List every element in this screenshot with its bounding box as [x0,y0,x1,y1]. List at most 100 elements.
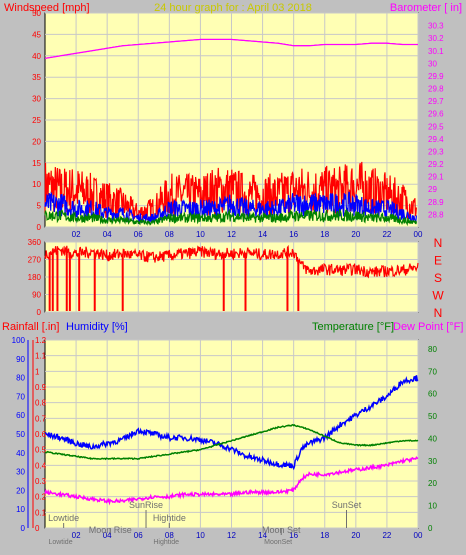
direction-line [44,244,419,279]
temperature-axis-title: Temperature [°F] [312,321,394,333]
rainfall-tick: 0.3 [35,477,47,486]
climate-x-tick: 22 [382,531,391,540]
dewpoint-line [44,456,419,506]
wind-x-tick: 12 [227,230,236,239]
humidity-axis-title: Humidity [%] [66,321,128,333]
barometer-tick: 30.2 [428,34,444,43]
humidity-tick: 80 [16,374,25,383]
temperature-tick: 70 [428,367,437,376]
climate-x-tick: 12 [227,531,236,540]
wind-x-tick: 08 [165,230,174,239]
humidity-tick: 40 [16,449,25,458]
climate-x-tick: 08 [165,531,174,540]
rainfall-tick: 0.4 [35,461,47,470]
barometer-tick: 30.3 [428,22,444,31]
rainfall-axis-title: Rainfall [.in] [2,321,59,333]
wind-series [44,38,418,227]
barometer-tick: 29.4 [428,135,444,144]
compass-label: W [432,289,444,303]
climate-x-tick: 16 [289,531,298,540]
barometer-tick: 29 [428,185,437,194]
windspeed-tick: 20 [32,137,41,146]
chart-title: 24 hour graph for : April 03 2018 [154,2,312,14]
wind-x-tick: 20 [351,230,360,239]
dewpoint-axis-title: Dew Point [°F] [393,321,463,333]
rainfall-tick: 0.2 [35,493,47,502]
wind-x-tick: 22 [382,230,391,239]
rainfall-tick: 0.7 [35,414,47,423]
climate-x-tick: 18 [320,531,329,540]
wind-x-tick: 06 [134,230,143,239]
rainfall-tick: 0.6 [35,430,47,439]
astro-bottom-label: Lowtide [48,539,72,546]
astro-label: Moon Set [262,525,301,535]
rainfall-tick: 0.1 [35,508,47,517]
barometer-tick: 29.1 [428,173,444,182]
climate-x-tick: 14 [258,531,267,540]
humidity-tick: 30 [16,468,25,477]
direction-tick: 90 [32,291,41,300]
wind-x-tick: 18 [320,230,329,239]
climate-series [44,375,419,535]
climate-x-tick: 02 [72,531,81,540]
temperature-tick: 10 [428,502,437,511]
gust-line [44,161,417,222]
windspeed-tick: 25 [32,116,41,125]
temperature-tick: 50 [428,412,437,421]
humidity-tick: 20 [16,486,25,495]
barometer-tick: 28.9 [428,198,444,207]
humidity-line [44,375,419,471]
climate-grid [27,339,419,529]
windspeed-tick: 40 [32,52,41,61]
windspeed-tick: 5 [37,202,42,211]
direction-tick: 360 [28,238,42,247]
direction-tick: 270 [28,256,42,265]
wind-axis-labels: 0 5 10 15 20 25 30 35 40 45 50 28.8 28.9 29 29.1 29.2 29… [32,9,444,239]
wind-x-tick: 14 [258,230,267,239]
barometer-tick: 28.8 [428,210,444,219]
rainfall-tick: 1.2 [35,336,47,345]
rainfall-tick: 1.1 [35,352,47,361]
humidity-tick: 0 [21,524,26,533]
humidity-tick: 10 [16,505,25,514]
climate-x-tick: 06 [134,531,143,540]
temperature-tick: 20 [428,479,437,488]
humidity-tick: 50 [16,430,25,439]
astro-label: SunRise [129,500,163,510]
climate-x-tick: 20 [351,531,360,540]
avg-line [44,191,417,224]
direction-tick: 0 [37,308,42,317]
windspeed-tick: 50 [32,9,41,18]
barometer-tick: 29.5 [428,122,444,131]
astro-bottom-label: Hightide [153,539,179,546]
barometer-tick: 29.7 [428,97,444,106]
windspeed-tick: 0 [37,223,42,232]
wind-x-tick: 02 [72,230,81,239]
min-line [44,208,417,227]
temperature-tick: 0 [428,524,433,533]
direction-axis-labels: 0 N 90 W 180 S 270 E 360 N [28,236,445,320]
wind-grid [45,12,419,228]
windspeed-axis-title: Windspeed [mph] [4,2,90,14]
astro-label: Moon Rise [89,525,132,535]
astro-label: SunSet [332,500,362,510]
barometer-tick: 29.8 [428,85,444,94]
rainfall-tick: 0 [35,524,40,533]
rainfall-tick: 0.9 [35,383,47,392]
climate-axis-labels: 0 0.1 0.2 0.3 0.4 0.5 0.6 0.7 0.8 0.9 1 1.1 1.2 0 10 20… [12,336,438,546]
direction-series [44,244,419,311]
barometer-tick: 29.3 [428,147,444,156]
windspeed-tick: 45 [32,30,41,39]
direction-tick: 180 [28,273,42,282]
temperature-tick: 40 [428,434,437,443]
compass-label: S [434,271,442,285]
compass-label: N [434,306,443,320]
rainfall-tick: 0.5 [35,446,47,455]
windspeed-tick: 10 [32,180,41,189]
compass-label: E [434,254,442,268]
climate-x-tick: 04 [103,531,112,540]
windspeed-tick: 15 [32,159,41,168]
barometer-tick: 29.2 [428,160,444,169]
windspeed-tick: 35 [32,73,41,82]
temperature-tick: 30 [428,457,437,466]
